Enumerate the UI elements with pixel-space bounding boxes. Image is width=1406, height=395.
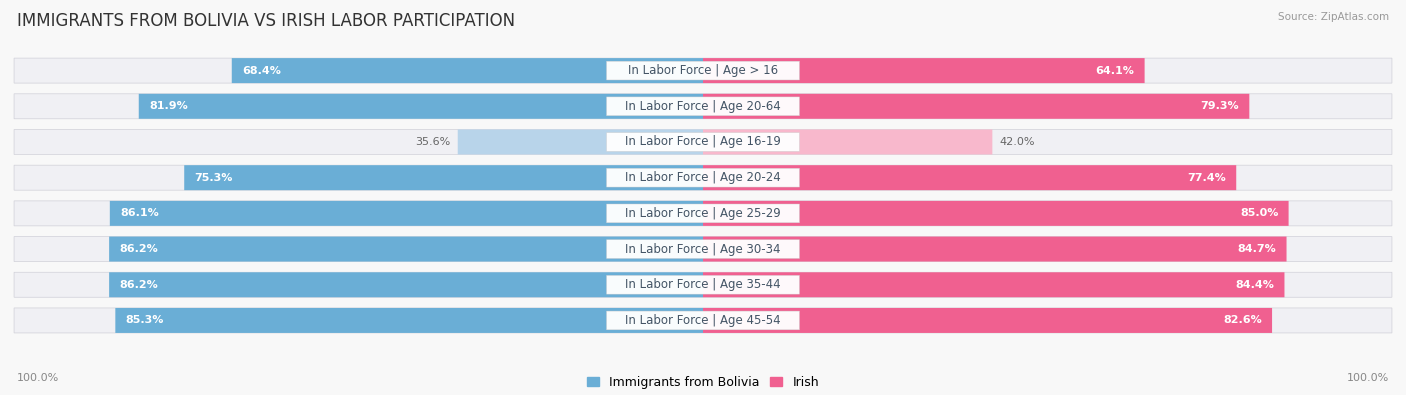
Text: In Labor Force | Age 25-29: In Labor Force | Age 25-29 [626, 207, 780, 220]
FancyBboxPatch shape [14, 130, 1392, 154]
FancyBboxPatch shape [139, 94, 703, 119]
Text: 35.6%: 35.6% [416, 137, 451, 147]
FancyBboxPatch shape [14, 58, 1392, 83]
FancyBboxPatch shape [703, 237, 1286, 261]
Text: 84.4%: 84.4% [1236, 280, 1274, 290]
FancyBboxPatch shape [232, 58, 703, 83]
Text: 79.3%: 79.3% [1201, 101, 1239, 111]
Legend: Immigrants from Bolivia, Irish: Immigrants from Bolivia, Irish [586, 376, 820, 389]
FancyBboxPatch shape [14, 201, 1392, 226]
Text: 77.4%: 77.4% [1187, 173, 1226, 182]
Text: 75.3%: 75.3% [194, 173, 233, 182]
Text: 85.3%: 85.3% [125, 316, 165, 325]
FancyBboxPatch shape [110, 272, 703, 297]
Text: 42.0%: 42.0% [1000, 137, 1035, 147]
Text: In Labor Force | Age 45-54: In Labor Force | Age 45-54 [626, 314, 780, 327]
Text: 85.0%: 85.0% [1240, 209, 1278, 218]
FancyBboxPatch shape [14, 165, 1392, 190]
FancyBboxPatch shape [606, 97, 800, 116]
Text: 86.2%: 86.2% [120, 244, 159, 254]
Text: Source: ZipAtlas.com: Source: ZipAtlas.com [1278, 12, 1389, 22]
Text: 84.7%: 84.7% [1237, 244, 1277, 254]
Text: In Labor Force | Age 20-64: In Labor Force | Age 20-64 [626, 100, 780, 113]
FancyBboxPatch shape [14, 94, 1392, 119]
Text: 86.2%: 86.2% [120, 280, 159, 290]
Text: 81.9%: 81.9% [149, 101, 188, 111]
FancyBboxPatch shape [606, 240, 800, 258]
FancyBboxPatch shape [703, 130, 993, 154]
FancyBboxPatch shape [606, 133, 800, 151]
FancyBboxPatch shape [606, 61, 800, 80]
FancyBboxPatch shape [703, 308, 1272, 333]
Text: 82.6%: 82.6% [1223, 316, 1261, 325]
FancyBboxPatch shape [14, 272, 1392, 297]
Text: 100.0%: 100.0% [1347, 373, 1389, 383]
Text: In Labor Force | Age 30-34: In Labor Force | Age 30-34 [626, 243, 780, 256]
Text: 64.1%: 64.1% [1095, 66, 1135, 75]
Text: 100.0%: 100.0% [17, 373, 59, 383]
Text: In Labor Force | Age 20-24: In Labor Force | Age 20-24 [626, 171, 780, 184]
FancyBboxPatch shape [606, 204, 800, 223]
FancyBboxPatch shape [14, 308, 1392, 333]
FancyBboxPatch shape [703, 201, 1289, 226]
FancyBboxPatch shape [703, 272, 1285, 297]
FancyBboxPatch shape [703, 94, 1250, 119]
FancyBboxPatch shape [115, 308, 703, 333]
FancyBboxPatch shape [458, 130, 703, 154]
Text: 86.1%: 86.1% [120, 209, 159, 218]
FancyBboxPatch shape [703, 58, 1144, 83]
Text: In Labor Force | Age 35-44: In Labor Force | Age 35-44 [626, 278, 780, 291]
Text: 68.4%: 68.4% [242, 66, 281, 75]
FancyBboxPatch shape [184, 165, 703, 190]
FancyBboxPatch shape [606, 275, 800, 294]
Text: In Labor Force | Age > 16: In Labor Force | Age > 16 [628, 64, 778, 77]
FancyBboxPatch shape [110, 237, 703, 261]
FancyBboxPatch shape [703, 165, 1236, 190]
FancyBboxPatch shape [14, 237, 1392, 261]
FancyBboxPatch shape [606, 311, 800, 330]
FancyBboxPatch shape [606, 168, 800, 187]
FancyBboxPatch shape [110, 201, 703, 226]
Text: In Labor Force | Age 16-19: In Labor Force | Age 16-19 [626, 135, 780, 149]
Text: IMMIGRANTS FROM BOLIVIA VS IRISH LABOR PARTICIPATION: IMMIGRANTS FROM BOLIVIA VS IRISH LABOR P… [17, 12, 515, 30]
